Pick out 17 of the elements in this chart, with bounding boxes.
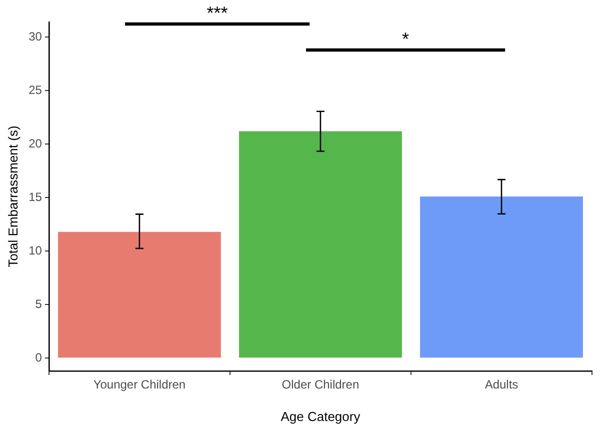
y-tick-label: 0: [35, 350, 42, 364]
bar: [420, 196, 583, 358]
y-tick-label: 5: [35, 296, 42, 311]
x-axis-title: Age Category: [280, 408, 361, 424]
bar: [58, 232, 221, 358]
y-tick-label: 10: [28, 243, 42, 258]
y-tick-label: 20: [28, 136, 42, 150]
y-tick-label: 15: [28, 190, 42, 204]
y-axis-title: Total Embarrassment (s): [5, 126, 20, 268]
x-tick-label: Older Children: [282, 378, 360, 392]
x-tick-label: Adults: [484, 378, 518, 392]
x-tick-label: Younger Children: [93, 378, 186, 392]
annotation: *: [402, 29, 410, 49]
y-tick-label: 25: [28, 82, 42, 97]
bar: [239, 131, 402, 358]
annotation: ***: [206, 3, 228, 23]
y-tick-label: 30: [28, 29, 42, 44]
